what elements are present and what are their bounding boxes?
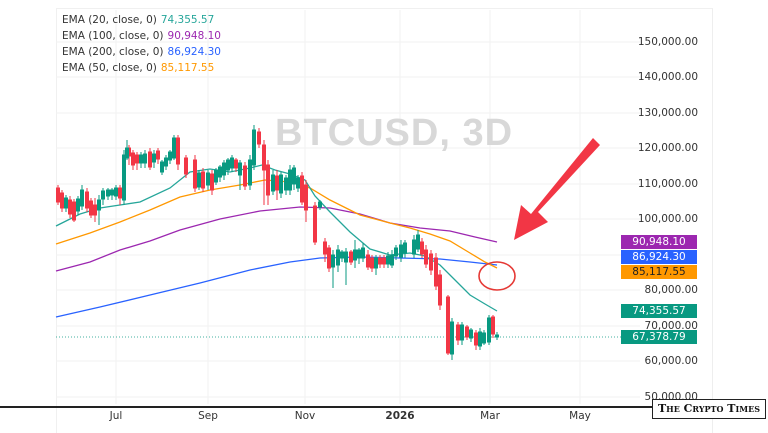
x-tick: Jul — [109, 410, 123, 422]
brand-logo: The Crypto Times — [652, 399, 766, 419]
y-tick: 80,000.00 — [644, 284, 698, 296]
y-tick: 140,000.00 — [637, 71, 698, 83]
legend-value: 74,355.57 — [160, 14, 215, 26]
ema-200-line — [55, 256, 498, 318]
legend-label: EMA (50, close, 0) — [62, 62, 157, 74]
x-tick: Nov — [294, 410, 316, 422]
symbol-watermark: BTCUSD, 3D — [275, 112, 514, 154]
y-tick: 120,000.00 — [637, 142, 698, 154]
legend-ema-50[interactable]: EMA (50, close, 0) 85,117.55 — [62, 60, 221, 76]
y-tick: 60,000.00 — [644, 355, 698, 367]
y-tick: 70,000.00 — [644, 320, 698, 332]
last-price-badge: 67,378.79 — [621, 330, 697, 344]
y-tick: 130,000.00 — [637, 107, 698, 119]
ema-20-price-badge: 74,355.57 — [621, 304, 697, 318]
y-tick: 110,000.00 — [637, 178, 698, 190]
x-tick: 2026 — [385, 410, 415, 422]
legend-value: 90,948.10 — [167, 30, 221, 42]
legend-label: EMA (20, close, 0) — [62, 14, 157, 26]
legend-ema-20[interactable]: EMA (20, close, 0) 74,355.57 — [62, 12, 221, 28]
legend-value: 86,924.30 — [167, 46, 221, 58]
legend-value: 85,117.55 — [160, 62, 215, 74]
candles — [56, 125, 499, 360]
red-arrow-icon — [514, 138, 600, 240]
y-tick: 150,000.00 — [637, 36, 698, 48]
chart-panel — [56, 8, 713, 433]
ema-200-price-badge: 86,924.30 — [621, 250, 697, 264]
brand-divider — [0, 406, 658, 408]
x-tick: May — [569, 410, 591, 422]
ema-50-price-badge: 85,117.55 — [621, 265, 697, 279]
legend-ema-100[interactable]: EMA (100, close, 0) 90,948.10 — [62, 28, 221, 44]
indicator-legend: EMA (20, close, 0) 74,355.57 EMA (100, cl… — [62, 12, 221, 76]
legend-ema-200[interactable]: EMA (200, close, 0) 86,924.30 — [62, 44, 221, 60]
highlight-circle — [478, 261, 516, 291]
x-tick: Sep — [198, 410, 218, 422]
y-tick: 100,000.00 — [637, 213, 698, 225]
legend-label: EMA (100, close, 0) — [62, 30, 164, 42]
x-tick: Mar — [480, 410, 500, 422]
ema-100-price-badge: 90,948.10 — [621, 235, 697, 249]
legend-label: EMA (200, close, 0) — [62, 46, 164, 58]
ema-100-line — [55, 206, 498, 272]
